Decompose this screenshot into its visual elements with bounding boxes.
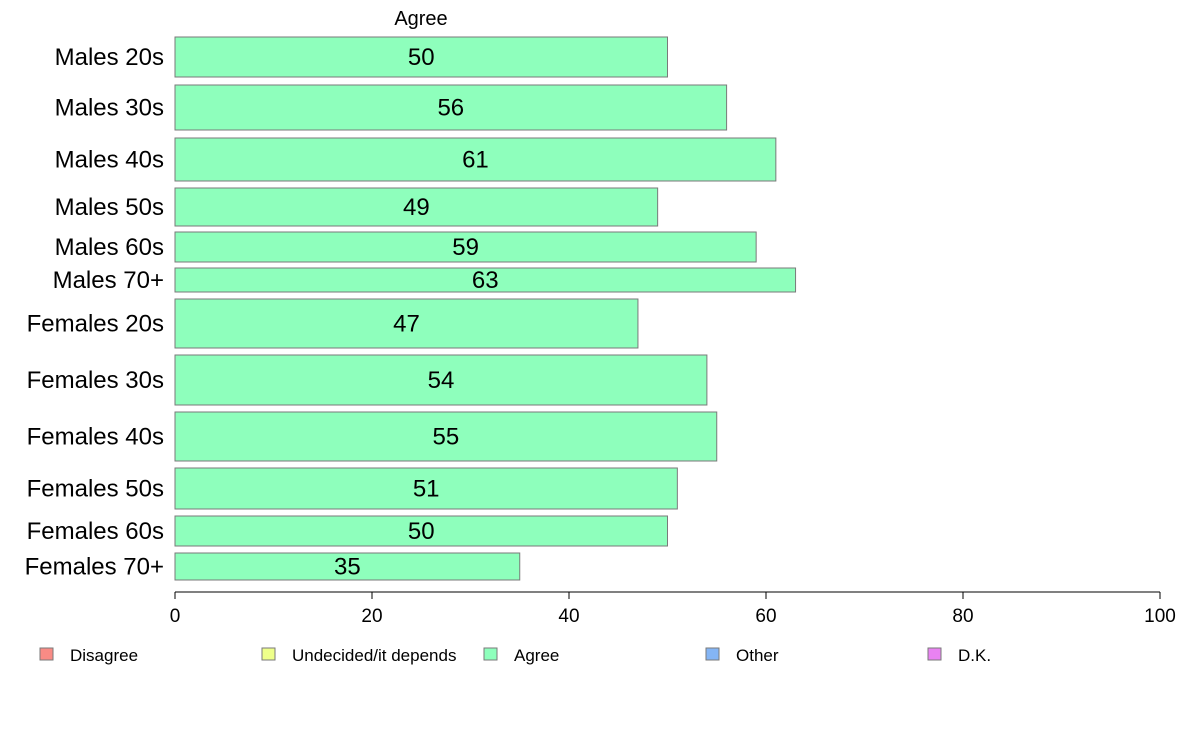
- bars-group: Males 20s 50 Males 30s 56 Males 40s 61 Males 5…: [25, 36, 797, 581]
- data-label: 61: [462, 147, 489, 174]
- x-tick-label: 60: [755, 606, 776, 627]
- data-label: 56: [437, 95, 464, 122]
- data-label: 49: [403, 194, 430, 221]
- data-label: 54: [428, 367, 455, 394]
- legend-label: Disagree: [70, 646, 138, 665]
- x-tick-label: 100: [1144, 606, 1176, 627]
- bar-segment: [174, 187, 659, 227]
- category-label: Females 20s: [27, 311, 164, 338]
- data-label: 59: [452, 234, 479, 261]
- legend-swatch: [483, 647, 498, 661]
- legend-swatch: [39, 647, 54, 661]
- x-tick-label: 40: [558, 606, 579, 627]
- legend-swatch: [261, 647, 276, 661]
- x-tick-label: 20: [361, 606, 382, 627]
- bar-segment: [174, 411, 718, 462]
- bar-segment: [174, 231, 757, 263]
- bar-segment: [174, 36, 668, 78]
- data-label: 50: [408, 44, 435, 71]
- category-label: Males 60s: [55, 234, 164, 261]
- category-label: Males 50s: [55, 194, 164, 221]
- legend-swatch: [927, 647, 942, 661]
- bar-segment: [174, 354, 708, 406]
- legend-label: Undecided/it depends: [292, 646, 456, 665]
- category-label: Males 70+: [53, 267, 164, 294]
- legend: Disagree Undecided/it depends Agree Other D.…: [39, 646, 991, 665]
- data-label: 47: [393, 311, 420, 338]
- category-label: Males 20s: [55, 44, 164, 71]
- category-label: Males 30s: [55, 95, 164, 122]
- data-label: 51: [413, 476, 440, 503]
- bar-segment: [174, 84, 728, 131]
- data-label: 55: [433, 424, 460, 451]
- column-label: Agree: [394, 8, 447, 30]
- bar-segment: [174, 467, 678, 510]
- bar-segment: [174, 137, 777, 182]
- category-label: Males 40s: [55, 147, 164, 174]
- data-label: 50: [408, 518, 435, 545]
- category-label: Females 50s: [27, 476, 164, 503]
- legend-label: D.K.: [958, 646, 991, 665]
- category-label: Females 30s: [27, 367, 164, 394]
- category-label: Females 40s: [27, 424, 164, 451]
- bar-segment: [174, 298, 639, 349]
- category-label: Females 70+: [25, 554, 164, 581]
- data-label: 35: [334, 554, 361, 581]
- data-label: 63: [472, 267, 499, 294]
- bar-segment: [174, 267, 797, 293]
- legend-label: Other: [736, 646, 779, 665]
- category-label: Females 60s: [27, 518, 164, 545]
- bar-segment: [174, 552, 521, 581]
- legend-swatch: [705, 647, 720, 661]
- x-tick-label: 0: [170, 606, 181, 627]
- x-tick-label: 80: [952, 606, 973, 627]
- bar-segment: [174, 515, 668, 547]
- x-axis: 0 20 40 60 80 100: [170, 591, 1176, 627]
- legend-label: Agree: [514, 646, 559, 665]
